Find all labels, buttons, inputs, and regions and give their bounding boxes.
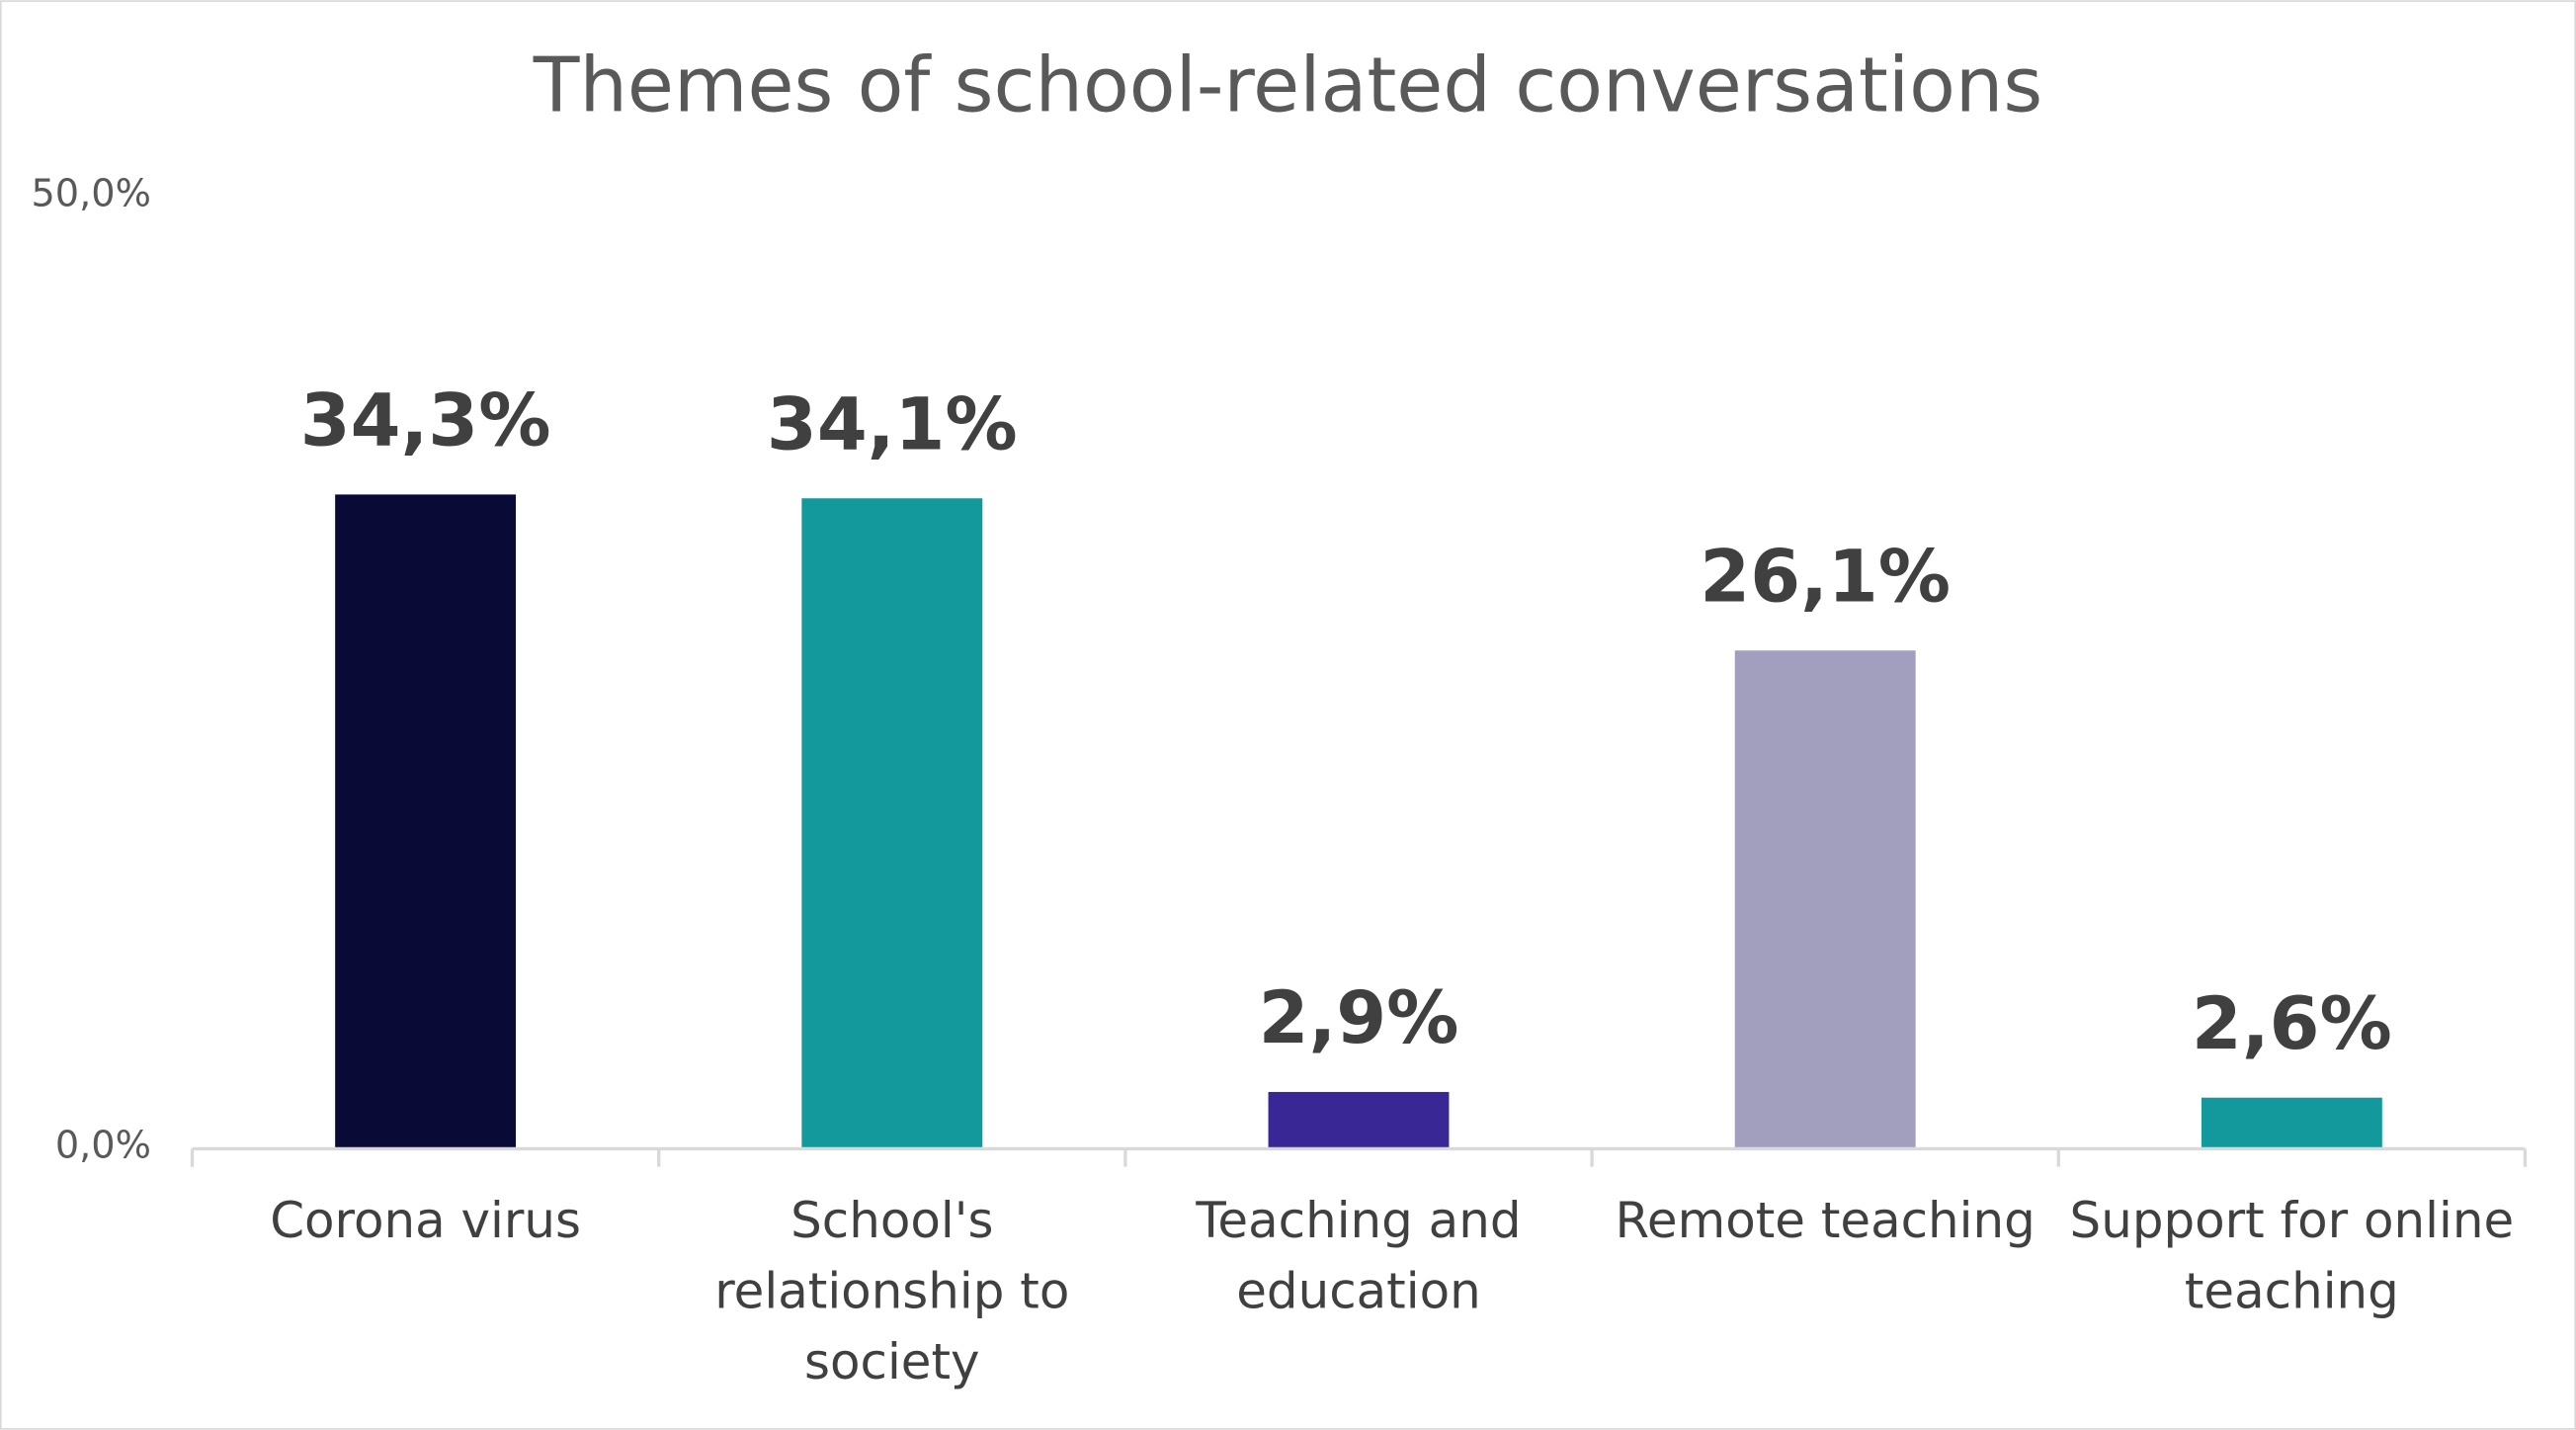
x-tick-label: Corona virus (270, 1193, 582, 1251)
y-tick-label: 0,0% (55, 1124, 151, 1167)
value-label: 34,3% (300, 379, 551, 463)
x-tick-label: Teaching and education (1196, 1193, 1522, 1322)
x-tick-label-box: Support for online teaching (2069, 1193, 2515, 1322)
bar (801, 498, 983, 1147)
x-tick-label-box: Remote teaching (1615, 1193, 2036, 1251)
x-tick-label: Remote teaching (1615, 1193, 2036, 1251)
x-tick-label-box: Corona virus (270, 1193, 582, 1251)
x-tick-label: School's relationship to society (714, 1193, 1070, 1392)
bar (1268, 1091, 1450, 1147)
value-label: 26,1% (1700, 535, 1951, 619)
x-tick-label: Support for online teaching (2069, 1193, 2515, 1322)
y-tick-label: 50,0% (31, 173, 150, 216)
value-label: 34,1% (767, 382, 1018, 466)
x-tick-label-box: School's relationship to society (714, 1193, 1070, 1392)
chart-title: Themes of school-related conversations (533, 42, 2043, 130)
bar (2201, 1097, 2382, 1147)
value-label: 2,6% (2192, 982, 2392, 1066)
x-tick-label-box: Teaching and education (1196, 1193, 1522, 1322)
bar (335, 494, 517, 1147)
value-label: 2,9% (1259, 976, 1459, 1060)
bar (1734, 650, 1916, 1147)
